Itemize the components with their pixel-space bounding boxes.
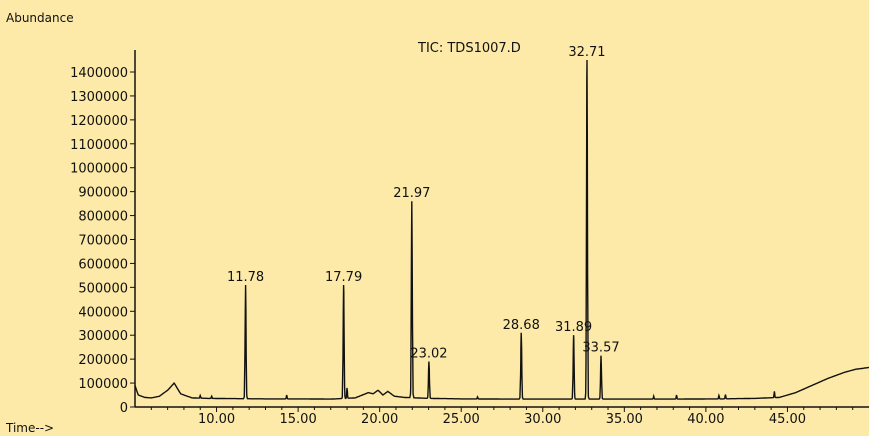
axes xyxy=(134,50,869,408)
y-tick-label: 600000 xyxy=(78,257,128,272)
peak-label: 32.71 xyxy=(568,45,605,60)
y-ticks: 0 100000 200000 300000 400000 500000 600000 700… xyxy=(70,66,135,416)
tic-trace xyxy=(134,59,869,400)
x-tick-label: 25.00 xyxy=(443,412,480,427)
peak-label: 33.57 xyxy=(582,341,619,356)
x-tick-label: 20.00 xyxy=(361,412,398,427)
y-tick-label: 700000 xyxy=(78,234,128,249)
x-tick-label: 40.00 xyxy=(687,412,724,427)
x-tick-label: 35.00 xyxy=(606,412,643,427)
y-tick-label: 900000 xyxy=(78,186,128,201)
y-tick-label: 1300000 xyxy=(70,90,128,105)
y-tick-label: 1200000 xyxy=(70,114,128,129)
y-tick-label: 0 xyxy=(120,401,128,416)
trace xyxy=(134,59,869,400)
y-tick-label: 1400000 xyxy=(70,66,128,81)
x-tick-label: 10.00 xyxy=(198,412,235,427)
x-tick-label: 30.00 xyxy=(524,412,561,427)
x-tick-label: 15.00 xyxy=(280,412,317,427)
peak-label: 11.78 xyxy=(227,270,264,285)
peak-label: 17.79 xyxy=(325,270,362,285)
y-tick-label: 400000 xyxy=(78,305,128,320)
peak-labels: 11.78 17.79 21.97 23.02 28.68 31.89 32.71 33.57 xyxy=(227,45,620,362)
y-tick-label: 500000 xyxy=(78,281,128,296)
peak-label: 28.68 xyxy=(503,318,540,333)
x-tick-label: 45.00 xyxy=(769,412,806,427)
y-tick-label: 200000 xyxy=(78,353,128,368)
x-axis-label: Time--> xyxy=(5,421,54,435)
x-ticks: 10.00 15.00 20.00 25.00 30.00 35.00 40.00 45.00 xyxy=(150,407,854,427)
y-tick-label: 800000 xyxy=(78,210,128,225)
y-axis-label: Abundance xyxy=(6,11,74,25)
peak-label: 31.89 xyxy=(555,320,592,335)
y-tick-label: 100000 xyxy=(78,377,128,392)
peak-label: 23.02 xyxy=(410,347,447,362)
y-tick-label: 1000000 xyxy=(70,162,128,177)
chart-title: TIC: TDS1007.D xyxy=(417,41,521,56)
peak-label: 21.97 xyxy=(393,186,430,201)
y-tick-label: 300000 xyxy=(78,329,128,344)
y-tick-label: 1100000 xyxy=(70,138,128,153)
